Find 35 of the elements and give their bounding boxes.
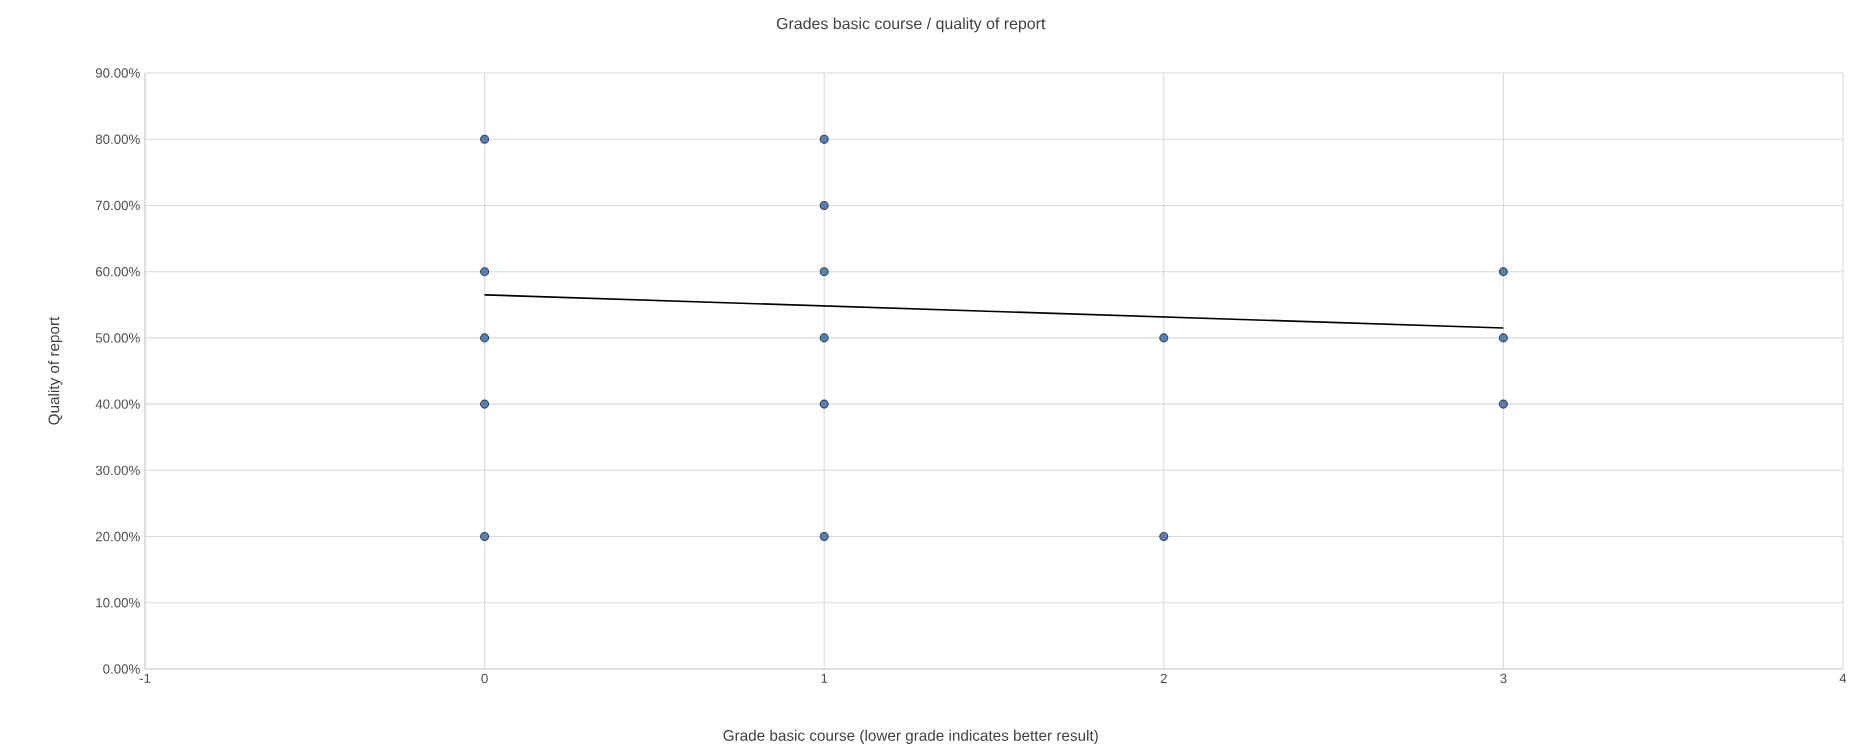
x-tick-label: 4	[1839, 673, 1847, 683]
x-tick-label: 1	[821, 673, 828, 683]
y-axis-title: Quality of report	[48, 316, 63, 425]
point	[1498, 267, 1508, 277]
y-tick-label: 80.00%	[95, 134, 140, 144]
x-axis-title: Grade basic course (lower grade indicates better result)	[723, 729, 1098, 744]
point	[819, 267, 829, 277]
point	[480, 333, 490, 343]
point	[819, 532, 829, 542]
y-tick-label: 0.00%	[103, 664, 140, 674]
point	[819, 200, 829, 210]
x-tick-label: 0	[481, 673, 488, 684]
point	[819, 333, 829, 343]
point	[1498, 399, 1508, 409]
x-tick-label: 2	[1160, 673, 1167, 683]
y-tick-label: 50.00%	[95, 333, 140, 343]
y-tick-label: 60.00%	[95, 266, 140, 277]
point	[480, 267, 490, 277]
chart-title: Grades basic course / quality of report	[776, 17, 1046, 33]
y-tick-label: 20.00%	[95, 531, 140, 542]
y-tick-label: 90.00%	[95, 68, 140, 78]
point	[819, 134, 829, 144]
point	[1159, 532, 1169, 542]
y-tick-label: 10.00%	[96, 598, 140, 608]
point	[480, 532, 490, 542]
point	[1159, 333, 1169, 343]
point	[480, 134, 490, 144]
y-tick-label: 30.00%	[95, 465, 140, 476]
point	[819, 399, 829, 409]
x-tick-label: 3	[1500, 673, 1507, 684]
y-tick-label: 70.00%	[95, 200, 140, 211]
point	[480, 399, 490, 409]
x-tick-label: -1	[139, 673, 151, 683]
y-tick-label: 40.00%	[95, 399, 140, 409]
point	[1498, 333, 1508, 343]
